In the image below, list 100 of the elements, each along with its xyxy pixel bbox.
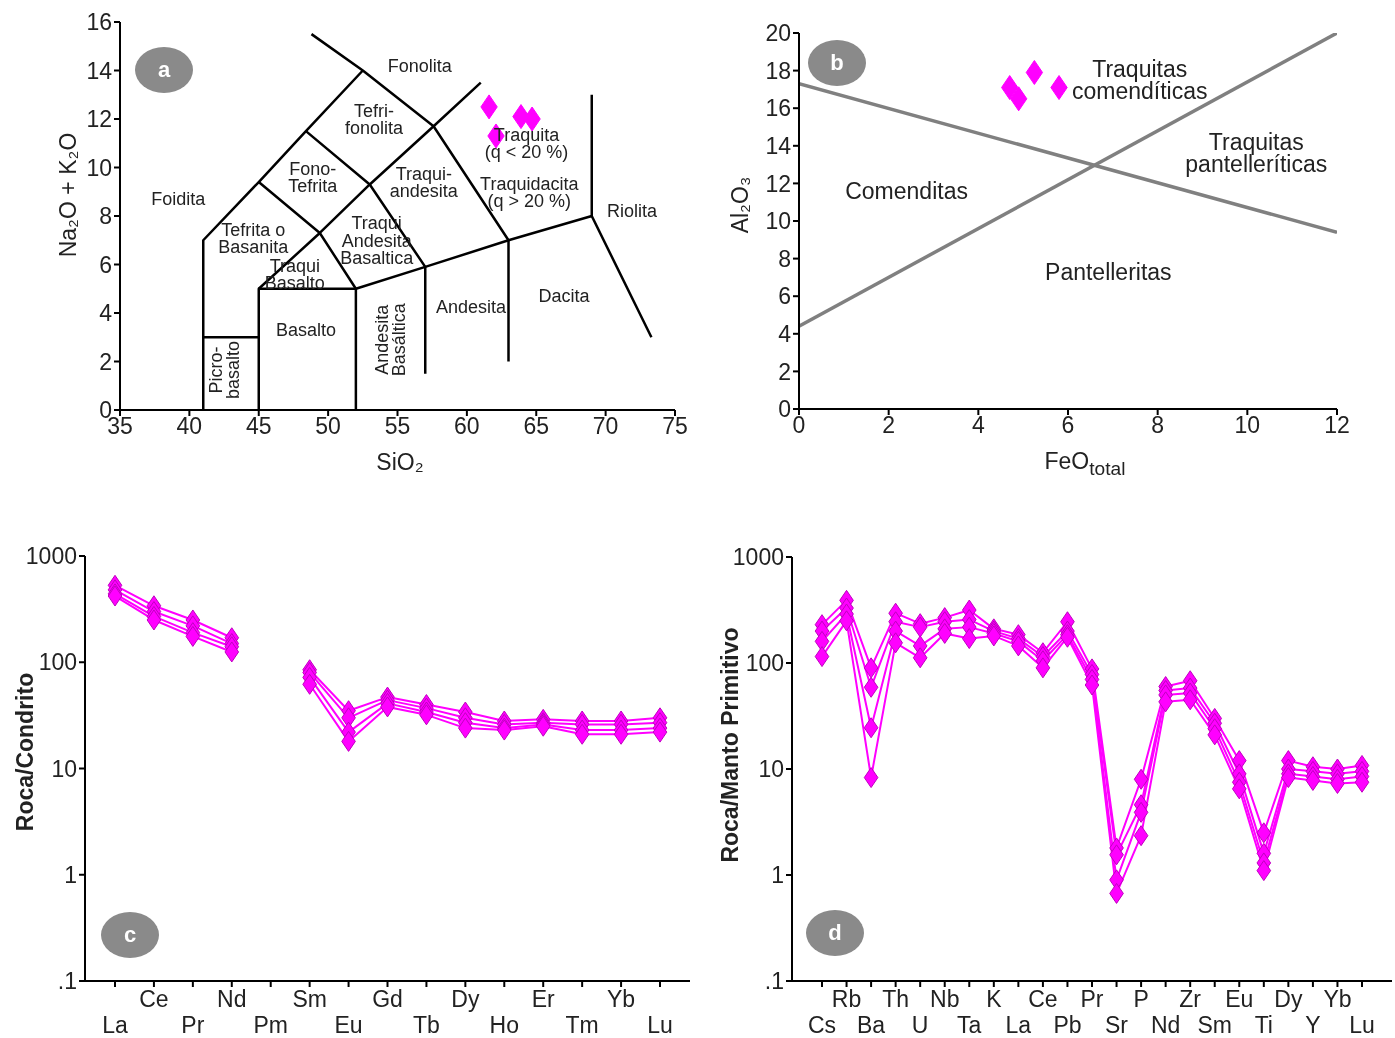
x-tick-label: Pb: [1053, 1012, 1082, 1038]
x-axis-title: SiO₂: [375, 449, 425, 476]
x-tick-label: Ce: [1028, 986, 1058, 1012]
y-tick-label: 6: [778, 283, 791, 310]
y-axis-title: Roca/Manto Primitivo: [717, 627, 743, 863]
y-tick-label: 2: [99, 348, 112, 375]
y-tick-label: 1000: [732, 544, 784, 571]
annotation: Traquidacita (q > 20 %): [480, 173, 580, 211]
x-tick-label: Ce: [139, 986, 169, 1012]
x-tick-label: Ba: [857, 1012, 886, 1038]
y-tick-label: 14: [86, 57, 113, 84]
x-tick-label: 55: [384, 413, 411, 440]
y-tick-label: 6: [99, 251, 112, 278]
x-tick-label: Sr: [1105, 1012, 1129, 1038]
y-tick-label: 10: [51, 755, 77, 782]
y-tick-label: 1: [64, 861, 77, 888]
x-tick-label: Rb: [831, 986, 862, 1012]
x-tick-label: Th: [882, 986, 910, 1012]
y-tick-label: 1000: [25, 543, 77, 570]
circle-badge: d: [806, 910, 864, 956]
x-tick-label: 2: [882, 412, 896, 439]
x-tick-label: 45: [245, 413, 272, 440]
x-tick-label: Pr: [181, 1012, 205, 1038]
y-tick-label: 16: [765, 95, 791, 122]
y-tick-label: 12: [86, 106, 112, 133]
annotation: Riolita: [606, 201, 658, 222]
x-tick-label: La: [1005, 1012, 1032, 1038]
y-tick-label: 2: [778, 358, 791, 385]
x-tick-label: Sm: [292, 986, 327, 1012]
y-axis-title: Na₂O + K₂O: [54, 131, 82, 260]
x-tick-label: Tb: [413, 1012, 440, 1038]
y-tick-label: 100: [38, 649, 77, 676]
x-tick-label: 8: [1151, 412, 1165, 439]
x-tick-label: Ho: [489, 1012, 519, 1038]
x-tick-label: 4: [971, 412, 985, 439]
x-tick-label: Er: [531, 986, 556, 1012]
x-tick-label: La: [102, 1012, 128, 1038]
y-axis-title: Roca/Condrito: [12, 672, 38, 832]
y-tick-label: 10: [765, 208, 791, 235]
annotation: Tefrita o Basanita: [218, 219, 290, 257]
y-tick-label: 10: [758, 756, 784, 783]
y-tick-label: .1: [764, 968, 784, 995]
x-tick-label: Zr: [1179, 986, 1202, 1012]
annotation: Traquitas comendíticas: [1071, 56, 1208, 104]
annotation: Foidita: [151, 189, 207, 210]
annotation: Traquitas pantelleríticas: [1185, 129, 1328, 178]
annotation: Basalto: [275, 320, 336, 341]
y-tick-label: 4: [99, 300, 113, 327]
annotation: Pantelleritas: [1045, 258, 1172, 285]
x-tick-label: 65: [523, 413, 550, 440]
x-tick-label: Sm: [1197, 1012, 1232, 1038]
annotation: Traqui- andesita: [389, 163, 459, 201]
y-tick-label: 12: [765, 170, 791, 197]
y-tick-label: 4: [778, 320, 792, 347]
x-tick-label: K: [986, 986, 1003, 1012]
x-tick-label: Y: [1305, 1012, 1321, 1038]
x-tick-label: Dy: [451, 986, 480, 1012]
y-axis-title: Al₂O₃: [726, 175, 754, 236]
x-tick-label: Nb: [930, 986, 960, 1012]
x-tick-label: Eu: [1225, 986, 1254, 1012]
x-tick-label: Nd: [217, 986, 247, 1012]
x-tick-label: Lu: [1349, 1012, 1375, 1038]
x-tick-label: 75: [662, 413, 688, 440]
y-tick-label: 8: [99, 203, 112, 230]
x-tick-label: Dy: [1274, 986, 1303, 1012]
x-tick-label: Pr: [1080, 986, 1104, 1012]
annotation: Andesita Basáltica: [372, 302, 410, 377]
x-tick-label: 6: [1061, 412, 1075, 439]
x-tick-label: Ta: [957, 1012, 982, 1038]
x-tick-label: Yb: [1323, 986, 1352, 1012]
annotation: Tefri- fonolita: [344, 100, 404, 138]
x-tick-label: 12: [1324, 412, 1350, 439]
x-tick-label: Ti: [1254, 1012, 1273, 1038]
circle-badge: c: [101, 912, 159, 958]
x-tick-label: Lu: [647, 1012, 673, 1038]
x-tick-label: 70: [592, 413, 619, 440]
y-tick-label: .1: [57, 968, 77, 995]
annotation: Fono- Tefrita: [288, 158, 339, 197]
x-axis-title: FeO$_{total}$: [1043, 448, 1127, 480]
x-tick-label: 60: [454, 413, 480, 440]
x-tick-label: Cs: [807, 1012, 837, 1038]
x-tick-label: 10: [1234, 412, 1261, 439]
circle-badge: b: [808, 40, 866, 86]
x-tick-label: Pm: [253, 1012, 288, 1038]
x-tick-label: 40: [176, 413, 203, 440]
y-tick-label: 1: [771, 862, 784, 889]
y-tick-label: 100: [745, 650, 784, 677]
y-tick-label: 8: [778, 245, 791, 272]
circle-badge: a: [135, 47, 193, 93]
annotation: Comenditas: [845, 177, 968, 204]
x-tick-label: P: [1133, 986, 1149, 1012]
annotation: Picro- basalto: [205, 340, 243, 400]
x-tick-label: Nd: [1150, 1012, 1181, 1038]
annotation: Fonolita: [387, 55, 453, 76]
x-tick-label: Tm: [565, 1012, 599, 1038]
x-tick-label: 50: [315, 413, 341, 440]
annotation: Dacita: [538, 286, 591, 307]
y-tick-label: 20: [765, 20, 791, 47]
annotation: Andesita: [436, 297, 508, 318]
y-tick-label: 16: [86, 9, 112, 36]
